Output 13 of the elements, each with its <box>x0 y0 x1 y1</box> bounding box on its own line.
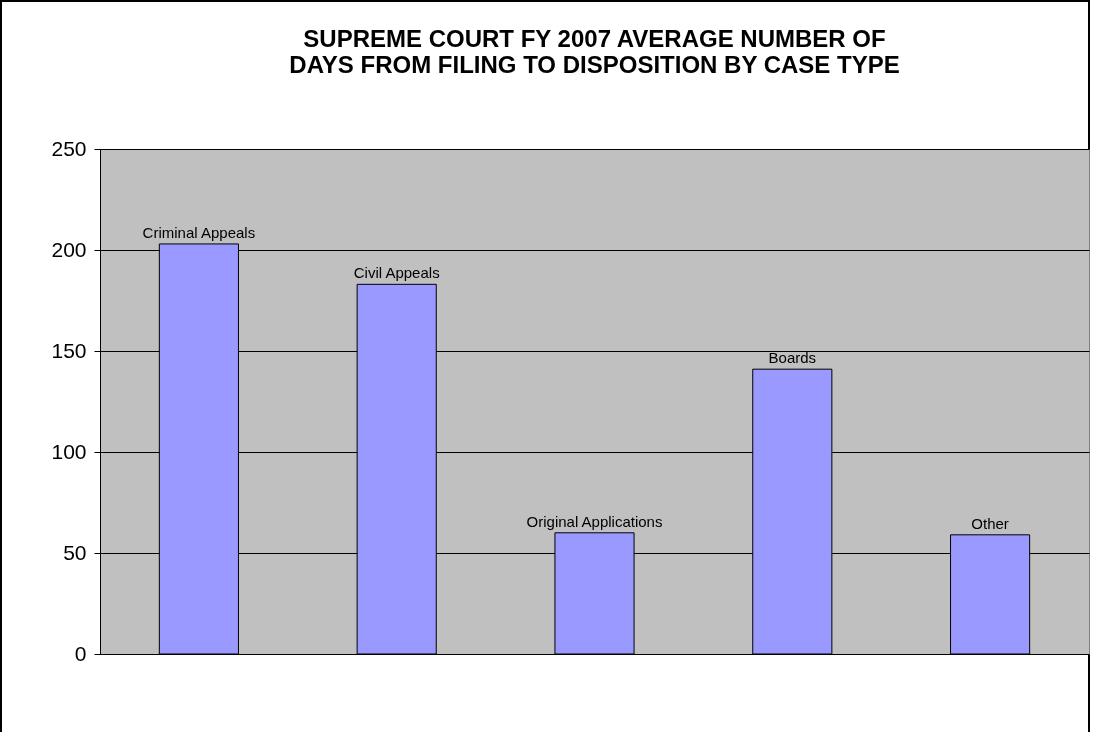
y-tick-label: 100 <box>51 439 87 463</box>
y-tick-label: 250 <box>51 136 87 160</box>
x-tick-label: Boards <box>768 349 817 367</box>
y-tick-label: 200 <box>51 237 87 261</box>
text: SUPREME COURT FY 2007 AVERAGE NUMBER OF <box>303 25 886 52</box>
x-tick-label: Other <box>971 514 1009 532</box>
text: DAYS FROM FILING TO DISPOSITION BY CASE TYPE <box>289 51 900 78</box>
y-tick-label: 50 <box>63 540 87 564</box>
y-tick-label: 0 <box>74 641 87 665</box>
x-tick-label: Civil Appeals <box>353 264 440 282</box>
y-tick-label: 150 <box>51 338 87 362</box>
x-tick-label: Original Applications <box>526 512 663 530</box>
x-tick-label: Criminal Appeals <box>142 223 256 241</box>
